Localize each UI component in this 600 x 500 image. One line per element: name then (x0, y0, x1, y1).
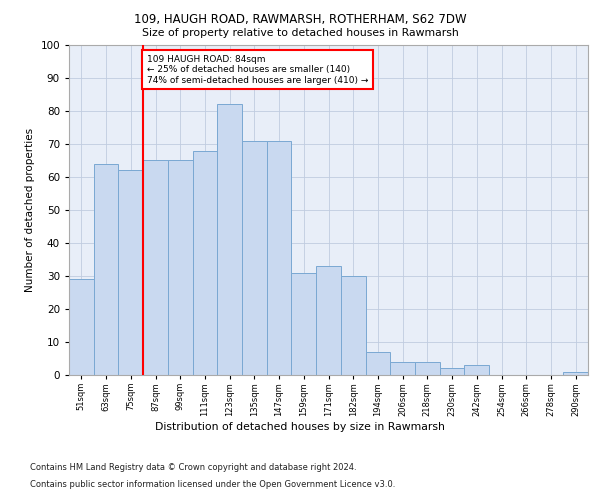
Bar (341, 276, 365, 375)
Y-axis label: Number of detached properties: Number of detached properties (25, 128, 35, 292)
Bar (415, 362, 440, 375)
Bar (440, 368, 464, 375)
Bar (267, 140, 292, 375)
Bar (390, 362, 415, 375)
Text: Contains HM Land Registry data © Crown copyright and database right 2024.: Contains HM Land Registry data © Crown c… (30, 462, 356, 471)
Bar (118, 170, 143, 375)
Text: 109, HAUGH ROAD, RAWMARSH, ROTHERHAM, S62 7DW: 109, HAUGH ROAD, RAWMARSH, ROTHERHAM, S6… (134, 12, 466, 26)
Bar (464, 365, 489, 375)
Bar (69, 280, 94, 375)
Text: Contains public sector information licensed under the Open Government Licence v3: Contains public sector information licen… (30, 480, 395, 489)
Bar (217, 104, 242, 375)
Bar (292, 272, 316, 375)
Bar (563, 372, 588, 375)
Bar (365, 352, 390, 375)
Bar (94, 164, 118, 375)
Text: Distribution of detached houses by size in Rawmarsh: Distribution of detached houses by size … (155, 422, 445, 432)
Bar (242, 140, 267, 375)
Bar (168, 160, 193, 375)
Bar (143, 160, 168, 375)
Text: Size of property relative to detached houses in Rawmarsh: Size of property relative to detached ho… (142, 28, 458, 38)
Bar (193, 150, 217, 375)
Text: 109 HAUGH ROAD: 84sqm
← 25% of detached houses are smaller (140)
74% of semi-det: 109 HAUGH ROAD: 84sqm ← 25% of detached … (147, 55, 368, 84)
Bar (316, 266, 341, 375)
